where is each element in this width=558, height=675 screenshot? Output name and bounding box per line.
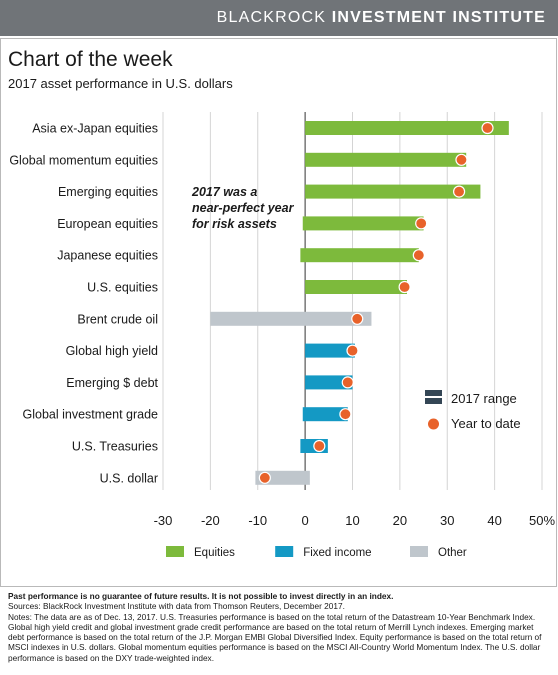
range-ytd-key: 2017 range Year to date — [425, 390, 521, 431]
brand-title: BLACKROCK INVESTMENT INSTITUTE — [217, 9, 546, 27]
ytd-dot — [415, 217, 428, 230]
chart: Asia ex-Japan equities Global momentum eq… — [9, 112, 556, 559]
page-title: Chart of the week — [8, 48, 173, 71]
category-label: U.S. equities — [87, 281, 158, 295]
x-axis-ticks: -30 -20 -10 0 10 20 30 40 50% — [154, 513, 556, 528]
sources: Sources: BlackRock Investment Institute … — [8, 601, 345, 612]
ytd-dot — [341, 376, 354, 389]
category-label: U.S. Treasuries — [72, 440, 158, 454]
category-label: Asia ex-Japan equities — [32, 122, 158, 136]
annotation-line-1: 2017 was a — [191, 185, 257, 199]
bars — [210, 121, 509, 485]
range-bar — [305, 184, 481, 199]
range-bar — [305, 375, 353, 390]
ytd-key-label: Year to date — [451, 416, 521, 431]
category-label: Emerging $ debt — [66, 376, 158, 390]
range-key-icon-bottom — [425, 398, 442, 404]
range-bar — [300, 248, 419, 263]
category-label: Global high yield — [66, 344, 158, 358]
ytd-dot — [452, 185, 466, 198]
x-tick-label: -30 — [154, 513, 173, 528]
annotation-line-3: for risk assets — [192, 217, 277, 231]
legend-swatch — [410, 546, 428, 557]
range-bar — [305, 280, 407, 294]
ytd-dot — [339, 408, 352, 421]
header-banner: BLACKROCK INVESTMENT INSTITUTE — [0, 0, 558, 36]
ytd-dot — [258, 471, 271, 484]
ytd-dot — [351, 312, 364, 325]
x-tick-label: -20 — [201, 513, 220, 528]
x-tick-label: 0 — [302, 513, 309, 528]
x-tick-label: 20 — [393, 513, 407, 528]
ytd-dot — [455, 153, 468, 166]
ytd-key-dot — [428, 418, 439, 430]
annotation-line-2: near-perfect year — [192, 201, 295, 215]
category-label: U.S. dollar — [100, 471, 158, 485]
footnotes: Past performance is no guarantee of futu… — [8, 591, 550, 663]
series-legend: Equities Fixed income Other — [166, 546, 467, 559]
ytd-dot — [412, 249, 425, 262]
category-label: Brent crude oil — [77, 312, 158, 326]
range-bar — [302, 407, 348, 422]
ytd-dot — [313, 439, 326, 453]
ytd-dot — [346, 344, 359, 357]
range-bar — [210, 311, 372, 326]
category-label: Global momentum equities — [9, 153, 158, 167]
annotation: 2017 was a near-perfect year for risk as… — [191, 185, 295, 231]
x-tick-label: -10 — [248, 513, 267, 528]
legend-swatch — [275, 546, 294, 557]
x-tick-label: 30 — [440, 513, 454, 528]
brand-light: BLACKROCK — [216, 9, 332, 26]
category-label: European equities — [57, 217, 158, 231]
x-tick-label: 40 — [487, 513, 501, 528]
category-labels: Asia ex-Japan equities Global momentum eq… — [9, 122, 158, 486]
range-key-icon-top — [425, 390, 442, 396]
ytd-dot — [398, 280, 411, 294]
category-label: Global investment grade — [23, 408, 159, 422]
category-label: Japanese equities — [57, 249, 158, 263]
x-tick-label: 50% — [529, 513, 555, 528]
range-bar — [305, 121, 509, 135]
legend-label: Fixed income — [303, 547, 371, 559]
ytd-dot — [481, 121, 494, 135]
page-subtitle: 2017 asset performance in U.S. dollars — [8, 76, 233, 91]
gridlines — [162, 112, 543, 490]
legend-label: Equities — [194, 547, 235, 559]
notes-text: Notes: The data are as of Dec. 13, 2017.… — [8, 611, 542, 663]
range-bar — [305, 152, 467, 167]
legend-swatch — [166, 546, 184, 557]
disclaimer: Past performance is no guarantee of futu… — [8, 591, 394, 601]
range-bar — [305, 343, 355, 358]
range-key-label: 2017 range — [451, 391, 517, 406]
legend-label: Other — [438, 547, 467, 559]
range-bar — [302, 216, 424, 231]
category-label: Emerging equities — [58, 185, 158, 199]
x-tick-label: 10 — [345, 513, 359, 528]
brand-bold: INVESTMENT INSTITUTE — [331, 9, 546, 26]
